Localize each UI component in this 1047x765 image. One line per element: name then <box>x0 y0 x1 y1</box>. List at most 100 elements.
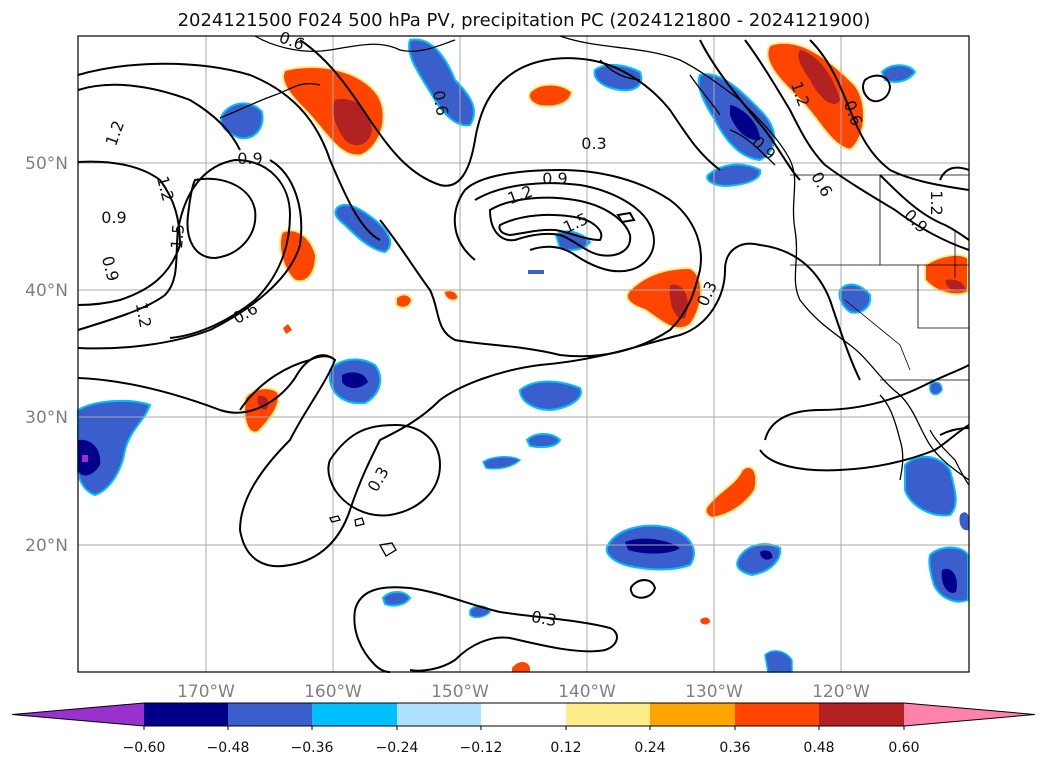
lon-tick-label: 150°W <box>431 682 489 702</box>
pv-contour <box>759 424 970 472</box>
colorbar-tick-label: 0.12 <box>550 740 581 756</box>
colorbar-segment <box>144 703 228 726</box>
precip-patch <box>333 99 372 146</box>
pv-contour <box>77 159 303 350</box>
precip-patch <box>798 50 840 104</box>
precip-patch <box>334 203 392 254</box>
pv-contour <box>238 242 861 568</box>
colorbar-segment <box>228 703 312 726</box>
colorbar-tick-label: 0.36 <box>719 740 750 756</box>
precip-patch <box>78 439 101 476</box>
pv-contour <box>77 158 292 339</box>
pv-contour <box>744 39 970 251</box>
colorbar-tick-label: −0.48 <box>207 740 250 756</box>
pv-contour <box>879 174 970 241</box>
pv-contour <box>939 166 970 181</box>
contour-label: 0.3 <box>530 607 558 630</box>
pv-contour <box>379 168 702 358</box>
pv-contour <box>498 213 603 242</box>
precip-patch <box>941 568 957 593</box>
lon-tick-label: 120°W <box>812 682 870 702</box>
colorbar-extend-high <box>904 703 1035 726</box>
pv-contour <box>77 83 241 151</box>
precip-patch <box>706 163 762 188</box>
map-frame <box>77 35 970 673</box>
colorbar-segment <box>735 703 819 726</box>
colorbar-tick-label: −0.36 <box>291 740 334 756</box>
pv-contour <box>629 579 657 599</box>
pv-contour <box>862 74 892 103</box>
precip-patch <box>525 433 562 449</box>
pv-contour <box>77 354 333 414</box>
precip-patch <box>880 64 917 83</box>
pv-contour <box>77 160 182 306</box>
precip-patch <box>625 538 680 554</box>
pv-contour <box>809 39 970 191</box>
colorbar-extend-low <box>12 703 144 726</box>
precip-patch <box>704 465 758 520</box>
coastlines <box>219 35 970 557</box>
map-background <box>78 36 969 672</box>
colorbar-segment <box>819 703 904 726</box>
precip-patch <box>77 399 152 497</box>
pv-contour <box>699 39 801 181</box>
precip-patch <box>760 550 773 560</box>
contour-label: 1.2 <box>927 190 946 215</box>
precip-patch <box>512 662 530 672</box>
precip-patch <box>342 372 368 388</box>
lat-tick-label: 40°N <box>25 281 68 301</box>
colorbar-segment <box>397 703 481 726</box>
precip-patch <box>527 83 574 108</box>
lon-tick-labels: 170°W 160°W 150°W 140°W 130°W 120°W <box>177 682 870 702</box>
colorbar-tick-label: 0.48 <box>803 740 834 756</box>
contour-label: 1.5 <box>167 223 188 250</box>
colorbar <box>11 702 1036 730</box>
colorbar-tick-label: −0.12 <box>460 740 503 756</box>
contour-label: 0.3 <box>581 134 606 153</box>
pv-contours <box>77 39 970 673</box>
lon-tick-label: 160°W <box>304 682 362 702</box>
lat-tick-label: 20°N <box>25 536 68 556</box>
colorbar-tick-label: −0.60 <box>123 740 166 756</box>
precip-patch <box>730 105 760 141</box>
pv-contour <box>939 427 970 436</box>
precip-patch <box>243 387 280 434</box>
pv-contour <box>77 62 381 241</box>
precip-patch <box>482 456 522 470</box>
colorbar-tick-label: 0.24 <box>634 740 665 756</box>
map-panel: 0.3 0.9 1.2 1.5 0.9 1.2 1.5 0.9 0.9 1.2 … <box>77 28 970 673</box>
precip-patch <box>408 38 475 127</box>
precip-patch <box>959 512 969 531</box>
pv-contour <box>299 39 721 187</box>
pv-contour <box>474 182 655 273</box>
pv-contour <box>354 586 618 672</box>
lat-tick-labels: 50°N 40°N 30°N 20°N <box>25 154 68 556</box>
land-borders <box>790 174 969 381</box>
lat-tick-label: 30°N <box>25 408 68 428</box>
precip-patch <box>395 293 414 309</box>
pv-contour <box>186 177 257 260</box>
pv-contour <box>764 364 970 441</box>
pv-contour <box>327 423 442 517</box>
precip-patch <box>283 324 292 334</box>
lat-tick-label: 50°N <box>25 154 68 174</box>
colorbar-tick-labels: −0.60 −0.48 −0.36 −0.24 −0.12 0.12 0.24 … <box>123 740 920 756</box>
precip-patch <box>82 455 88 462</box>
precip-patch <box>929 381 943 396</box>
pv-contour <box>616 211 636 224</box>
map-title: 2024121500 F024 500 hPa PV, precipitatio… <box>178 10 871 31</box>
colorbar-segment <box>481 703 566 726</box>
precip-patch <box>593 64 643 92</box>
pv-contour <box>488 196 632 257</box>
contour-label: 0.6 <box>429 89 452 117</box>
precip-patch <box>904 455 957 517</box>
colorbar-tick-label: −0.24 <box>376 740 419 756</box>
colorbar-segment <box>566 703 650 726</box>
precip-patch <box>528 270 544 274</box>
lon-tick-label: 130°W <box>685 682 743 702</box>
map-gridlines <box>78 36 969 672</box>
precip-patch <box>669 284 688 319</box>
contour-label: 0.9 <box>542 169 567 188</box>
precip-patch <box>700 617 710 625</box>
precip-patch <box>764 650 793 673</box>
